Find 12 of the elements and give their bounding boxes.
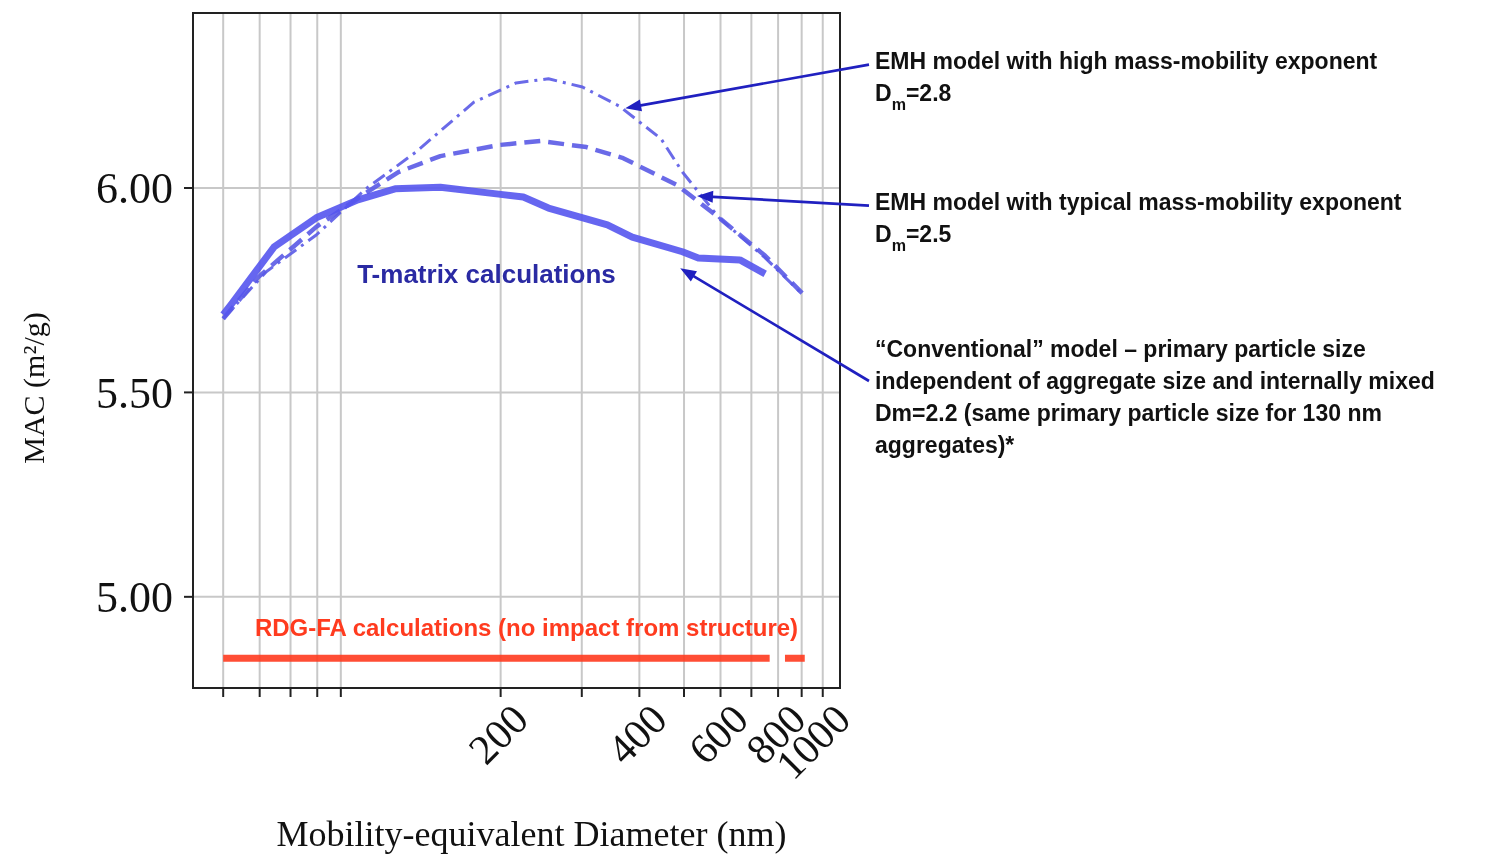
text: “Conventional” model – primary particle size independent of aggregate size and internally mixed Dm=2.2 (same primary particle size for 130 nm aggregates)* (875, 336, 1435, 458)
text: EMH model with high mass-mobility exponent D$_{m}$=2.8 (875, 48, 1378, 113)
y-tick-label: 6.00 (96, 164, 173, 214)
x-axis-title: Mobility-equivalent Diameter (nm) (276, 814, 787, 854)
y-axis-title: MAC (m²/g) (17, 312, 51, 464)
annotation: T-matrix calculations (357, 259, 616, 289)
x-tick-label: 400 (598, 695, 676, 773)
y-tick-label: 5.00 (96, 573, 173, 623)
series-label: RDG-FA calculations (no impact from structure) (254, 614, 799, 642)
y-tick-label: 5.50 (96, 368, 173, 418)
x-tick-label: 200 (459, 695, 537, 773)
text: EMH model with typical mass-mobility exponent D$_{m}$=2.5 (875, 189, 1402, 254)
